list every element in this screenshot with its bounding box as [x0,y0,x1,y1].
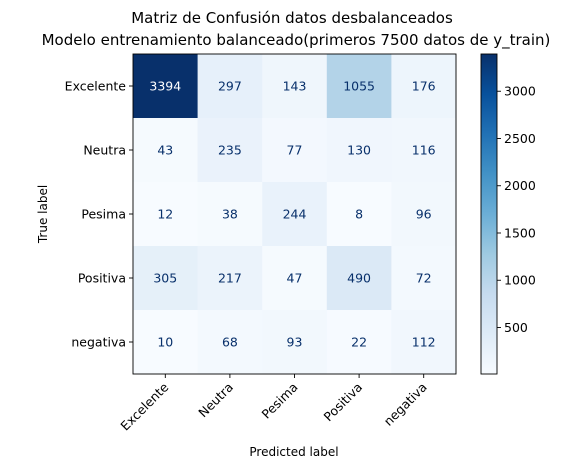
x-tick-label: Excelente [117,379,171,433]
x-tick-label: negativa [381,380,430,429]
cell-value-label: 77 [287,143,303,158]
cell-value-label: 10 [157,335,173,350]
heatmap-cell [133,310,199,375]
cell-value-label: 116 [412,143,436,158]
cell-value-label: 43 [157,143,173,158]
colorbar-tick-label: 2000 [504,178,536,193]
heatmap-cell [133,246,199,311]
y-tick-label: Excelente [65,79,127,94]
heatmap-cell [391,246,457,311]
heatmap-cell [391,54,457,119]
colorbar-tick-label: 2500 [504,131,536,146]
cell-value-label: 305 [153,271,177,286]
cell-value-label: 1055 [343,79,375,94]
heatmap-cell [391,118,457,183]
heatmap-cell [197,310,263,375]
heatmap-cell [262,310,328,375]
cell-value-label: 490 [347,271,371,286]
heatmap-cell [326,246,392,311]
heatmap-cell [197,182,263,247]
cell-value-label: 297 [218,79,242,94]
colorbar-tick-label: 1500 [504,225,536,240]
y-tick-label: negativa [71,335,126,350]
heatmap-cell [326,118,392,183]
heatmap-cell [133,182,199,247]
cell-value-label: 47 [287,271,303,286]
heatmap-cells [133,54,457,375]
heatmap-cell [133,118,199,183]
x-tick-label: Positiva [321,380,366,425]
cell-value-label: 72 [416,271,432,286]
colorbar-tick-label: 1000 [504,273,536,288]
cell-value-label: 244 [283,207,307,222]
cell-value-label: 217 [218,271,242,286]
cell-value-label: 112 [412,335,436,350]
cell-value-label: 235 [218,143,242,158]
x-tick-label: Pesima [258,380,300,422]
heatmap-cell [326,182,392,247]
heatmap-cell [326,310,392,375]
x-tick-label: Neutra [195,380,236,421]
cell-value-label: 143 [283,79,307,94]
cell-value-label: 22 [351,335,367,350]
cell-value-label: 3394 [149,79,181,94]
cell-value-label: 93 [287,335,303,350]
heatmap-cell [262,118,328,183]
heatmap-cell [391,182,457,247]
cell-value-label: 176 [412,79,436,94]
cell-value-label: 12 [157,207,173,222]
cell-value-label: 8 [355,207,363,222]
y-tick-label: Positiva [78,271,126,286]
colorbar-ticks: 500 1000 1500 2000 2500 3000 [497,84,536,335]
heatmap-cell-labels: 3394 297 143 1055 176 43 235 77 130 116 12 38 244 8 96… [149,79,435,350]
x-axis-ticks: Excelente Neutra Pesima Positiva negativa [117,374,430,433]
colorbar-tick-label: 3000 [504,84,536,99]
heatmap-cell [133,54,199,119]
y-tick-label: Pesima [81,207,126,222]
y-axis-ticks: Excelente Neutra Pesima Positiva negativa [65,79,133,350]
cell-value-label: 96 [416,207,432,222]
chart-title-line-2: Modelo entrenamiento balanceado(primeros… [42,31,551,50]
heatmap-cell [262,54,328,119]
colorbar-tick-label: 500 [504,320,528,335]
heatmap-cell [262,246,328,311]
y-axis-label: True label [36,185,50,244]
heatmap-cell [326,54,392,119]
cell-value-label: 38 [222,207,238,222]
cell-value-label: 68 [222,335,238,350]
chart-title-line-1: Matriz de Confusión datos desbalanceados [131,9,453,27]
heatmap-cell [197,246,263,311]
x-axis-label: Predicted label [249,445,338,459]
cell-value-label: 130 [347,143,371,158]
heatmap-cell [197,118,263,183]
y-tick-label: Neutra [83,143,126,158]
heatmap-cell [197,54,263,119]
heatmap-cell [262,182,328,247]
colorbar [480,53,498,375]
heatmap-cell [391,310,457,375]
